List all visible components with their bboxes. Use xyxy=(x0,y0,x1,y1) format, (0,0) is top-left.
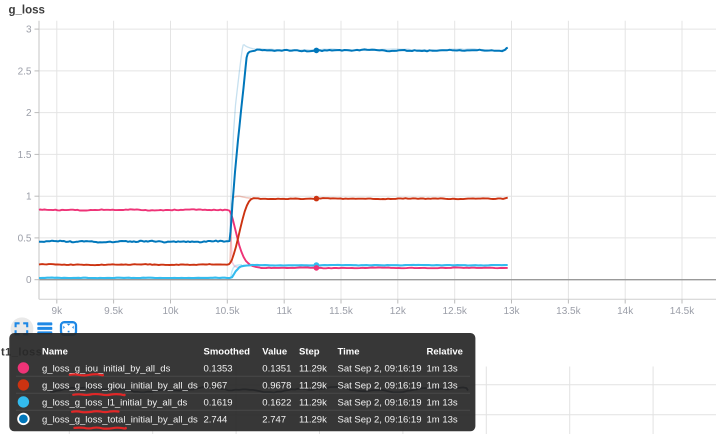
svg-text:Name: Name xyxy=(42,346,68,357)
svg-text:11k: 11k xyxy=(277,306,293,317)
svg-text:0.967: 0.967 xyxy=(204,380,228,391)
svg-text:g_loss_g_loss_total_initial_by: g_loss_g_loss_total_initial_by_all_ds xyxy=(42,414,198,425)
svg-text:0.1622: 0.1622 xyxy=(262,397,291,408)
svg-text:0.1619: 0.1619 xyxy=(204,397,233,408)
svg-text:11.29k: 11.29k xyxy=(299,397,327,408)
svg-text:Time: Time xyxy=(338,346,360,357)
svg-text:9.5k: 9.5k xyxy=(104,306,124,317)
svg-text:10.5k: 10.5k xyxy=(215,306,240,317)
svg-text:g_loss_g_iou_initial_by_all_ds: g_loss_g_iou_initial_by_all_ds xyxy=(42,363,171,374)
svg-text:11.5k: 11.5k xyxy=(329,306,354,317)
svg-text:13k: 13k xyxy=(503,306,520,317)
svg-text:Sat Sep 2, 09:16:19: Sat Sep 2, 09:16:19 xyxy=(338,380,422,391)
svg-text:g_loss_g_loss_giou_initial_by_: g_loss_g_loss_giou_initial_by_all_ds xyxy=(42,380,198,391)
svg-text:11.29k: 11.29k xyxy=(299,380,327,391)
svg-text:11.29k: 11.29k xyxy=(299,414,327,425)
svg-text:1: 1 xyxy=(26,192,32,203)
svg-text:12.5k: 12.5k xyxy=(442,306,467,317)
svg-text:10k: 10k xyxy=(162,306,179,317)
svg-text:0.1353: 0.1353 xyxy=(204,363,233,374)
svg-text:2.744: 2.744 xyxy=(204,414,228,425)
svg-text:Relative: Relative xyxy=(427,346,463,357)
svg-text:Sat Sep 2, 09:16:19: Sat Sep 2, 09:16:19 xyxy=(338,414,422,425)
svg-text:2.747: 2.747 xyxy=(262,414,286,425)
svg-text:14k: 14k xyxy=(617,306,634,317)
svg-text:2.5: 2.5 xyxy=(18,66,32,77)
svg-text:0.9678: 0.9678 xyxy=(262,380,291,391)
svg-text:2: 2 xyxy=(26,108,32,119)
svg-text:1m 13s: 1m 13s xyxy=(427,397,458,408)
svg-text:13.5k: 13.5k xyxy=(556,306,581,317)
svg-text:g_loss: g_loss xyxy=(9,5,45,17)
svg-text:11.29k: 11.29k xyxy=(299,363,327,374)
svg-text:1m 13s: 1m 13s xyxy=(427,363,458,374)
svg-text:0.1351: 0.1351 xyxy=(262,363,291,374)
svg-text:1m 13s: 1m 13s xyxy=(427,414,458,425)
svg-text:g_loss_g_loss_l1_initial_by_al: g_loss_g_loss_l1_initial_by_all_ds xyxy=(42,397,187,408)
svg-text:14.5k: 14.5k xyxy=(670,306,695,317)
svg-text:Sat Sep 2, 09:16:19: Sat Sep 2, 09:16:19 xyxy=(338,397,422,408)
svg-text:Sat Sep 2, 09:16:19: Sat Sep 2, 09:16:19 xyxy=(338,363,422,374)
svg-text:Step: Step xyxy=(299,346,320,357)
svg-text:12k: 12k xyxy=(390,306,407,317)
svg-text:9k: 9k xyxy=(52,306,64,317)
svg-text:1.5: 1.5 xyxy=(18,150,32,161)
svg-text:Smoothed: Smoothed xyxy=(204,346,251,357)
svg-text:Value: Value xyxy=(262,346,287,357)
svg-text:1m 13s: 1m 13s xyxy=(427,380,458,391)
svg-text:0: 0 xyxy=(26,275,32,286)
svg-text:0.5: 0.5 xyxy=(18,233,32,244)
svg-text:3: 3 xyxy=(26,25,32,36)
